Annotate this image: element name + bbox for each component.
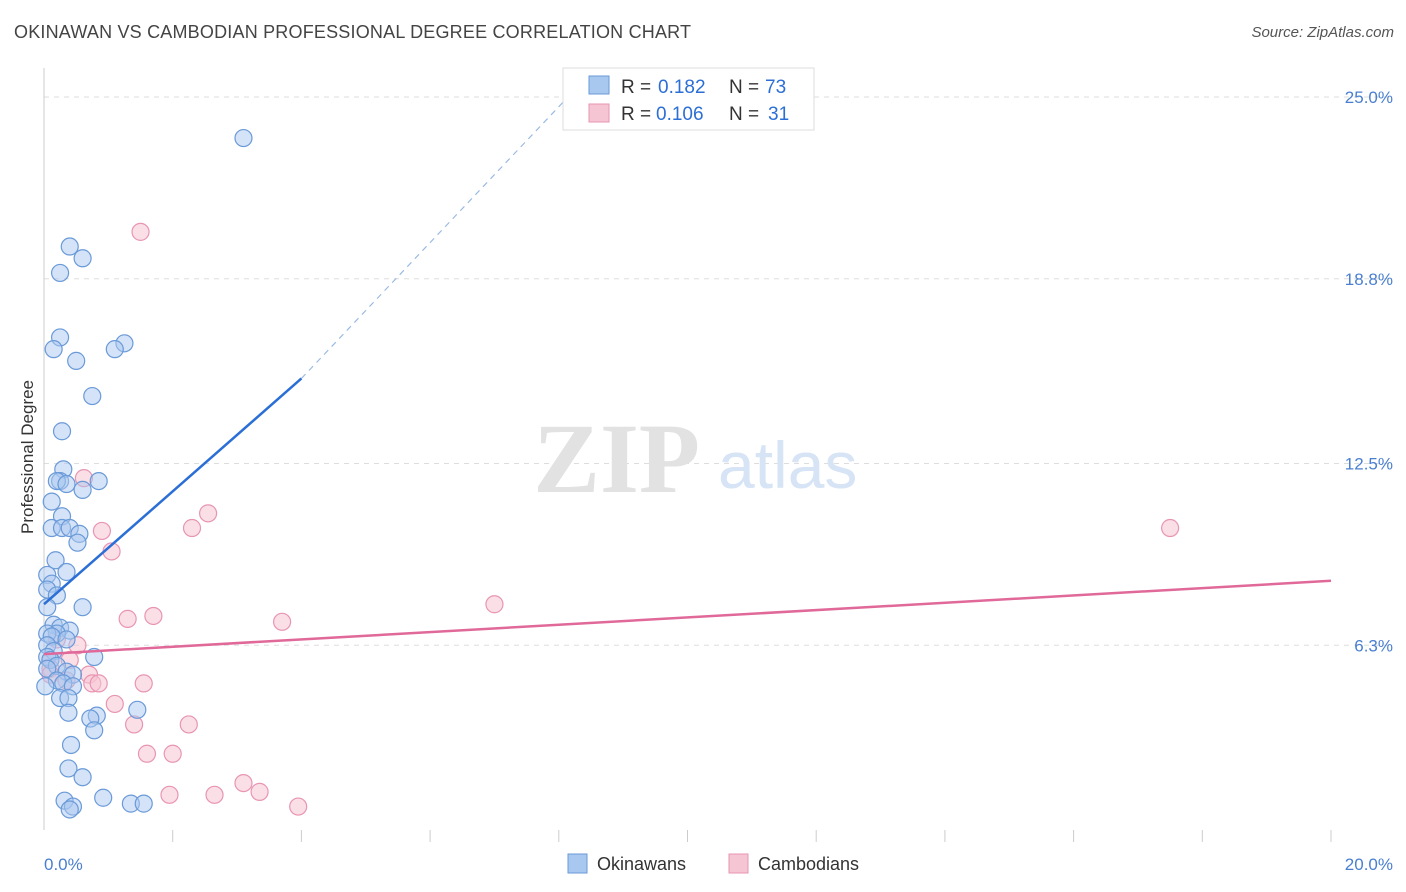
tick-labels: 6.3% 12.5% 18.8% 25.0% 0.0% 20.0% [44, 88, 1393, 874]
okinawans-point-14 [57, 474, 76, 494]
okinawans-point-3 [50, 263, 70, 283]
okinawans-point-9 [83, 386, 102, 406]
legend-n-value-cambodians: 31 [768, 104, 789, 125]
cambodians-point-24 [179, 715, 198, 734]
okinawans-point-15 [89, 471, 108, 491]
cambodians-point-25 [137, 744, 157, 763]
okinawans-point-63 [94, 788, 113, 807]
cambodians-point-26 [163, 744, 182, 763]
cambodians-point-10 [272, 612, 292, 631]
legend-r-label-cambodians: R = [621, 104, 651, 125]
trend-lines [43, 99, 1332, 656]
chart-title: OKINAWAN VS CAMBODIAN PROFESSIONAL DEGRE… [14, 22, 692, 42]
cambodians-point-23 [124, 715, 144, 734]
y-tick-label-2: 18.8% [1345, 270, 1393, 289]
okinawans-point-38 [57, 630, 76, 649]
okinawans-point-31 [38, 598, 57, 617]
grid-lines [44, 96, 1392, 646]
bottom-swatch-okinawans [567, 853, 588, 874]
okinawans-point-16 [73, 480, 92, 499]
legend-swatch-cambodians [588, 103, 610, 123]
axes [43, 68, 1332, 842]
legend-n-value-okinawans: 73 [765, 77, 786, 98]
bottom-legend-cambodians: Cambodians [758, 854, 859, 874]
cambodians-point-8 [144, 606, 163, 626]
cambodians-point-9 [118, 609, 137, 628]
okinawans-point-54 [128, 700, 147, 719]
series-legend: Okinawans Cambodians [567, 853, 859, 874]
okinawans-points [36, 128, 253, 819]
okinawans-point-65 [134, 794, 153, 813]
legend-r-value-okinawans: 0.182 [658, 77, 706, 98]
x-tick-label-1: 20.0% [1345, 855, 1393, 874]
legend-r-label-okinawans: R = [621, 77, 651, 98]
legend-n-label-cambodians: N = [729, 104, 759, 125]
stats-legend: R = 0.182 N = 73 R = 0.106 N = 31 [562, 67, 815, 131]
watermark-atlas: atlas [718, 428, 857, 502]
cambodians-point-5 [1161, 518, 1180, 538]
bottom-legend-okinawans: Okinawans [597, 854, 686, 874]
cambodians-point-4 [92, 521, 112, 541]
okinawans-point-10 [52, 422, 72, 441]
okinawans-point-58 [85, 721, 104, 740]
y-tick-label-1: 12.5% [1345, 455, 1393, 474]
okinawans-point-61 [73, 768, 92, 787]
cambodians-point-30 [250, 782, 269, 801]
okinawans-point-30 [73, 598, 92, 617]
okinawans-point-23 [68, 533, 87, 552]
cambodians-point-27 [234, 773, 253, 793]
cambodians-point-20 [89, 674, 108, 693]
cambodians-point-22 [105, 694, 124, 714]
cambodians-point-7 [485, 595, 504, 614]
cambodians-points [41, 222, 1180, 816]
okinawans-point-26 [57, 562, 76, 582]
okinawans-point-8 [67, 351, 86, 370]
cambodians-point-29 [205, 785, 224, 804]
okinawans-trend-extension [300, 99, 566, 379]
cambodians-point-28 [160, 785, 179, 804]
cambodians-point-0 [131, 222, 150, 241]
okinawans-point-60 [59, 759, 78, 778]
legend-n-label-okinawans: N = [729, 77, 759, 98]
okinawans-point-6 [105, 340, 124, 359]
source-credit: Source: ZipAtlas.com [1251, 24, 1394, 41]
okinawans-point-24 [46, 551, 65, 570]
cambodians-point-31 [289, 797, 308, 816]
okinawans-point-29 [47, 586, 66, 605]
okinawans-point-51 [36, 677, 55, 696]
okinawans-point-17 [42, 492, 61, 511]
cambodians-point-3 [182, 518, 202, 538]
okinawans-trend-line [43, 377, 303, 606]
okinawans-point-59 [61, 735, 81, 755]
okinawans-point-7 [44, 340, 63, 359]
okinawans-point-55 [59, 703, 78, 722]
y-tick-label-0: 6.3% [1354, 636, 1393, 655]
cambodians-point-2 [198, 504, 218, 523]
watermark-zip: ZIP [533, 403, 700, 514]
okinawans-point-2 [73, 249, 92, 268]
legend-swatch-okinawans [588, 75, 610, 95]
legend-r-value-cambodians: 0.106 [656, 104, 704, 125]
okinawans-point-46 [38, 659, 57, 678]
y-tick-label-3: 25.0% [1345, 88, 1393, 107]
x-tick-label-0: 0.0% [44, 855, 83, 874]
okinawans-point-0 [234, 128, 253, 148]
okinawans-point-1 [60, 237, 79, 256]
okinawans-point-67 [60, 800, 79, 819]
okinawans-point-43 [85, 647, 104, 667]
cambodians-point-21 [134, 674, 153, 693]
bottom-swatch-cambodians [728, 853, 749, 874]
cambodians-trend-line [43, 579, 1332, 656]
